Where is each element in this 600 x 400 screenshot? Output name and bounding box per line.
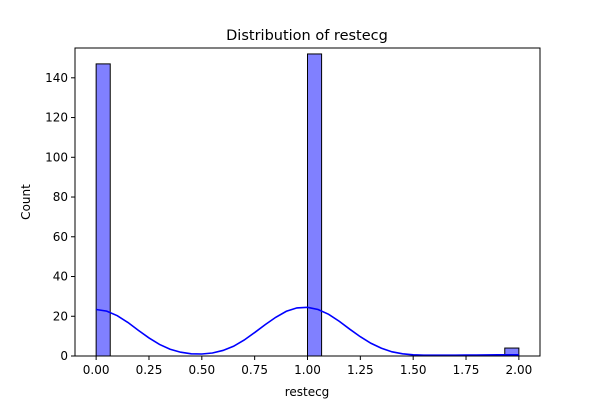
y-axis-label: Count [19, 184, 33, 220]
y-tick-label-3: 60 [53, 230, 68, 244]
x-tick-label-8: 2.00 [506, 363, 533, 377]
x-tick-label-2: 0.50 [188, 363, 215, 377]
x-tick-label-0: 0.00 [83, 363, 110, 377]
y-tick-label-5: 100 [45, 150, 68, 164]
y-tick-label-0: 0 [60, 349, 68, 363]
x-tick-label-3: 0.75 [241, 363, 268, 377]
plot-area: 0.00 0.25 0.50 0.75 1.00 1.25 1.50 1.75 2.00 0 20 4… [45, 47, 541, 377]
x-tick-label-5: 1.25 [347, 363, 374, 377]
y-tick-label-1: 20 [53, 309, 68, 323]
y-tick-label-7: 140 [45, 71, 68, 85]
x-tick-label-4: 1.00 [294, 363, 321, 377]
y-tick-label-6: 120 [45, 111, 68, 125]
x-tick-label-6: 1.50 [400, 363, 427, 377]
chart-title: Distribution of restecg [226, 28, 388, 44]
x-tick-label-7: 1.75 [453, 363, 480, 377]
kde-line [96, 306, 519, 357]
y-tick-label-2: 40 [53, 270, 68, 284]
x-axis-label: restecg [285, 385, 330, 399]
x-tick-label-1: 0.25 [136, 363, 163, 377]
y-tick-label-4: 80 [53, 190, 68, 204]
